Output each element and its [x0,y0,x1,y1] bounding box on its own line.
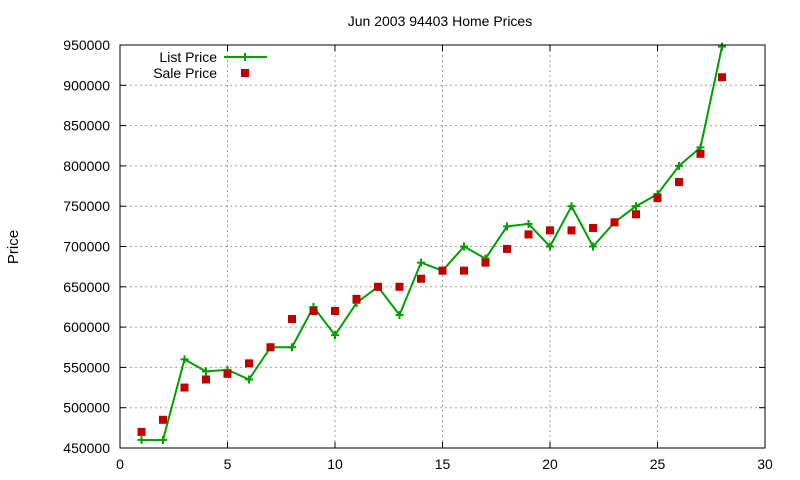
sale-price-point [675,178,683,187]
y-tick-label: 650000 [63,279,110,295]
y-tick-label: 900000 [63,77,110,93]
list-price-point [180,355,189,364]
sale-price-point [180,383,189,392]
sale-price-point [266,343,275,352]
sale-price-legend-marker [241,69,249,77]
y-tick-label: 750000 [63,198,110,214]
sale-price-point [503,244,511,253]
sale-price-point [589,223,597,232]
y-tick-label: 700000 [63,239,110,255]
list-price-point [417,258,425,267]
sale-price-point [460,266,468,275]
sale-price-point [524,230,533,239]
sale-price-point [374,282,382,291]
sale-price-point [417,274,425,283]
sale-price-point [223,369,232,378]
sale-price-point [481,258,490,267]
sale-price-point [438,266,447,275]
y-tick-label: 450000 [63,440,110,456]
plot-frame [119,44,766,449]
x-tick-label: 20 [542,456,558,472]
list-price-point [632,202,640,211]
sale-price-point [202,375,210,384]
sale-price-point [610,218,619,227]
sale-price-point [288,315,296,324]
sale-price-point [245,359,253,368]
sale-price-point [718,73,726,82]
list-price-point [524,219,533,228]
axis-ticks: 0 5 10 15 20 25 30 450000 500000 550000 600000 6500… [63,37,773,472]
chart-title: Jun 2003 94403 Home Prices [348,13,532,29]
list-price-point [159,435,167,444]
list-price-legend-label: List Price [159,49,217,65]
list-price-point [718,42,726,51]
sale-price-point [352,294,361,303]
list-price-point [546,242,554,251]
x-tick-label: 5 [224,456,232,472]
y-tick-label: 800000 [63,158,110,174]
x-tick-label: 25 [650,456,666,472]
y-axis-label: Price [5,230,22,264]
sale-price-point [309,306,318,315]
list-price-point [460,242,468,251]
sale-price-point [567,226,576,235]
list-price-point [245,375,253,384]
sale-price-point [331,306,339,315]
list-price-point [137,435,146,444]
x-tick-label: 10 [327,456,343,472]
list-price-point [567,202,576,211]
y-tick-label: 550000 [63,359,110,375]
list-price-legend-marker [241,53,249,61]
list-price-point [288,343,296,352]
sale-price-point [632,210,640,219]
list-price-point [675,161,683,170]
y-tick-label: 950000 [63,37,110,53]
list-price-point [202,367,210,376]
y-tick-label: 500000 [63,400,110,416]
list-price-point [589,242,597,251]
sale-price-point [137,427,146,436]
series-layer [137,42,726,444]
list-price-line [141,46,723,441]
sale-price-point [159,415,167,424]
sale-price-point [546,226,554,235]
x-tick-label: 0 [116,456,124,472]
list-price-point [395,311,404,320]
x-tick-label: 15 [435,456,451,472]
y-tick-label: 600000 [63,319,110,335]
sale-price-point [653,194,662,203]
list-price-point [503,222,511,231]
grid [120,45,765,448]
list-price-point [331,331,339,340]
sale-price-point [696,149,705,158]
sale-price-legend-label: Sale Price [153,65,217,81]
y-tick-label: 850000 [63,118,110,134]
sale-price-point [395,282,404,291]
x-tick-label: 30 [757,456,773,472]
